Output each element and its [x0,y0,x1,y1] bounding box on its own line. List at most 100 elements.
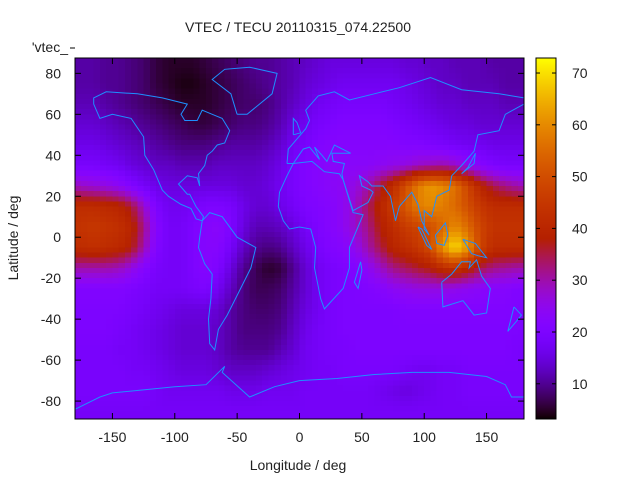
heatmap-cell [486,319,494,325]
heatmap-cell [75,180,82,187]
heatmap-cell [305,88,313,95]
heatmap-cell [293,334,301,341]
heatmap-cell [480,129,488,136]
heatmap-cell [305,329,313,336]
heatmap-cell [243,390,251,397]
heatmap-cell [112,385,120,392]
heatmap-cell [187,119,195,126]
heatmap-cell [243,232,251,238]
heatmap-cell [162,252,170,259]
heatmap-cell [268,63,276,69]
heatmap-cell [405,160,413,167]
heatmap-cell [492,88,500,95]
heatmap-cell [137,324,145,330]
heatmap-cell [492,145,500,151]
heatmap-cell [274,370,282,377]
heatmap-cell [312,216,319,223]
heatmap-cell [511,99,519,105]
heatmap-cell [124,104,132,110]
heatmap-cell [424,201,431,208]
heatmap-cell [255,278,263,284]
heatmap-cell [81,390,88,397]
heatmap-cell [293,211,301,218]
heatmap-cell [149,68,157,74]
heatmap-cell [486,257,494,264]
heatmap-cell [418,63,425,69]
heatmap-cell [237,319,244,325]
heatmap-cell [230,104,238,110]
heatmap-cell [430,319,438,325]
heatmap-cell [131,401,138,407]
heatmap-cell [75,319,82,325]
heatmap-cell [106,119,113,126]
heatmap-cell [305,349,313,356]
heatmap-cell [318,390,325,397]
heatmap-cell [480,186,488,192]
heatmap-cell [262,201,269,208]
heatmap-cell [386,145,394,151]
heatmap-cell [312,237,319,243]
heatmap-cell [106,216,113,223]
heatmap-cell [386,319,394,325]
heatmap-cell [187,339,195,346]
heatmap-cell [206,119,213,126]
heatmap-cell [249,155,257,161]
heatmap-cell [430,247,438,254]
heatmap-cell [187,262,195,269]
heatmap-cell [293,293,301,300]
heatmap-cell [112,406,120,412]
heatmap-cell [93,370,101,377]
heatmap-cell [224,73,232,80]
heatmap-cell [511,165,519,172]
heatmap-cell [230,83,238,90]
heatmap-cell [486,196,494,202]
heatmap-cell [324,396,332,402]
heatmap-cell [199,401,207,407]
heatmap-cell [224,201,232,208]
heatmap-cell [517,211,524,218]
heatmap-cell [118,370,126,377]
heatmap-cell [467,124,475,131]
heatmap-cell [112,109,120,115]
heatmap-cell [442,355,450,361]
heatmap-cell [299,196,307,202]
heatmap-cell [405,380,413,387]
heatmap-cell [124,221,132,228]
heatmap-cell [75,411,82,417]
heatmap-cell [243,119,251,126]
heatmap-cell [174,237,182,243]
heatmap-cell [361,88,369,95]
heatmap-cell [449,221,456,228]
heatmap-cell [361,129,369,136]
heatmap-cell [355,406,363,412]
heatmap-cell [336,370,344,377]
heatmap-cell [318,360,325,366]
heatmap-cell [81,201,88,208]
heatmap-cell [324,355,332,361]
heatmap-cell [224,278,232,284]
heatmap-cell [374,119,382,126]
heatmap-cell [430,114,438,120]
heatmap-cell [442,273,450,279]
heatmap-cell [299,375,307,382]
heatmap-cell [199,68,207,74]
heatmap-cell [411,150,419,156]
heatmap-cell [224,119,232,126]
heatmap-cell [212,68,219,74]
heatmap-cell [393,314,400,320]
heatmap-cell [112,262,120,269]
heatmap-cell [99,385,107,392]
heatmap-cell [349,201,357,208]
heatmap-cell [318,242,325,248]
heatmap-cell [199,344,207,351]
heatmap-cell [206,196,213,202]
heatmap-cell [499,191,506,197]
heatmap-cell [424,401,431,407]
heatmap-cell [299,109,307,115]
heatmap-cell [318,293,325,300]
heatmap-cell [206,201,213,208]
heatmap-cell [374,175,382,182]
heatmap-cell [330,139,338,146]
heatmap-cell [436,119,444,126]
heatmap-cell [193,165,201,172]
